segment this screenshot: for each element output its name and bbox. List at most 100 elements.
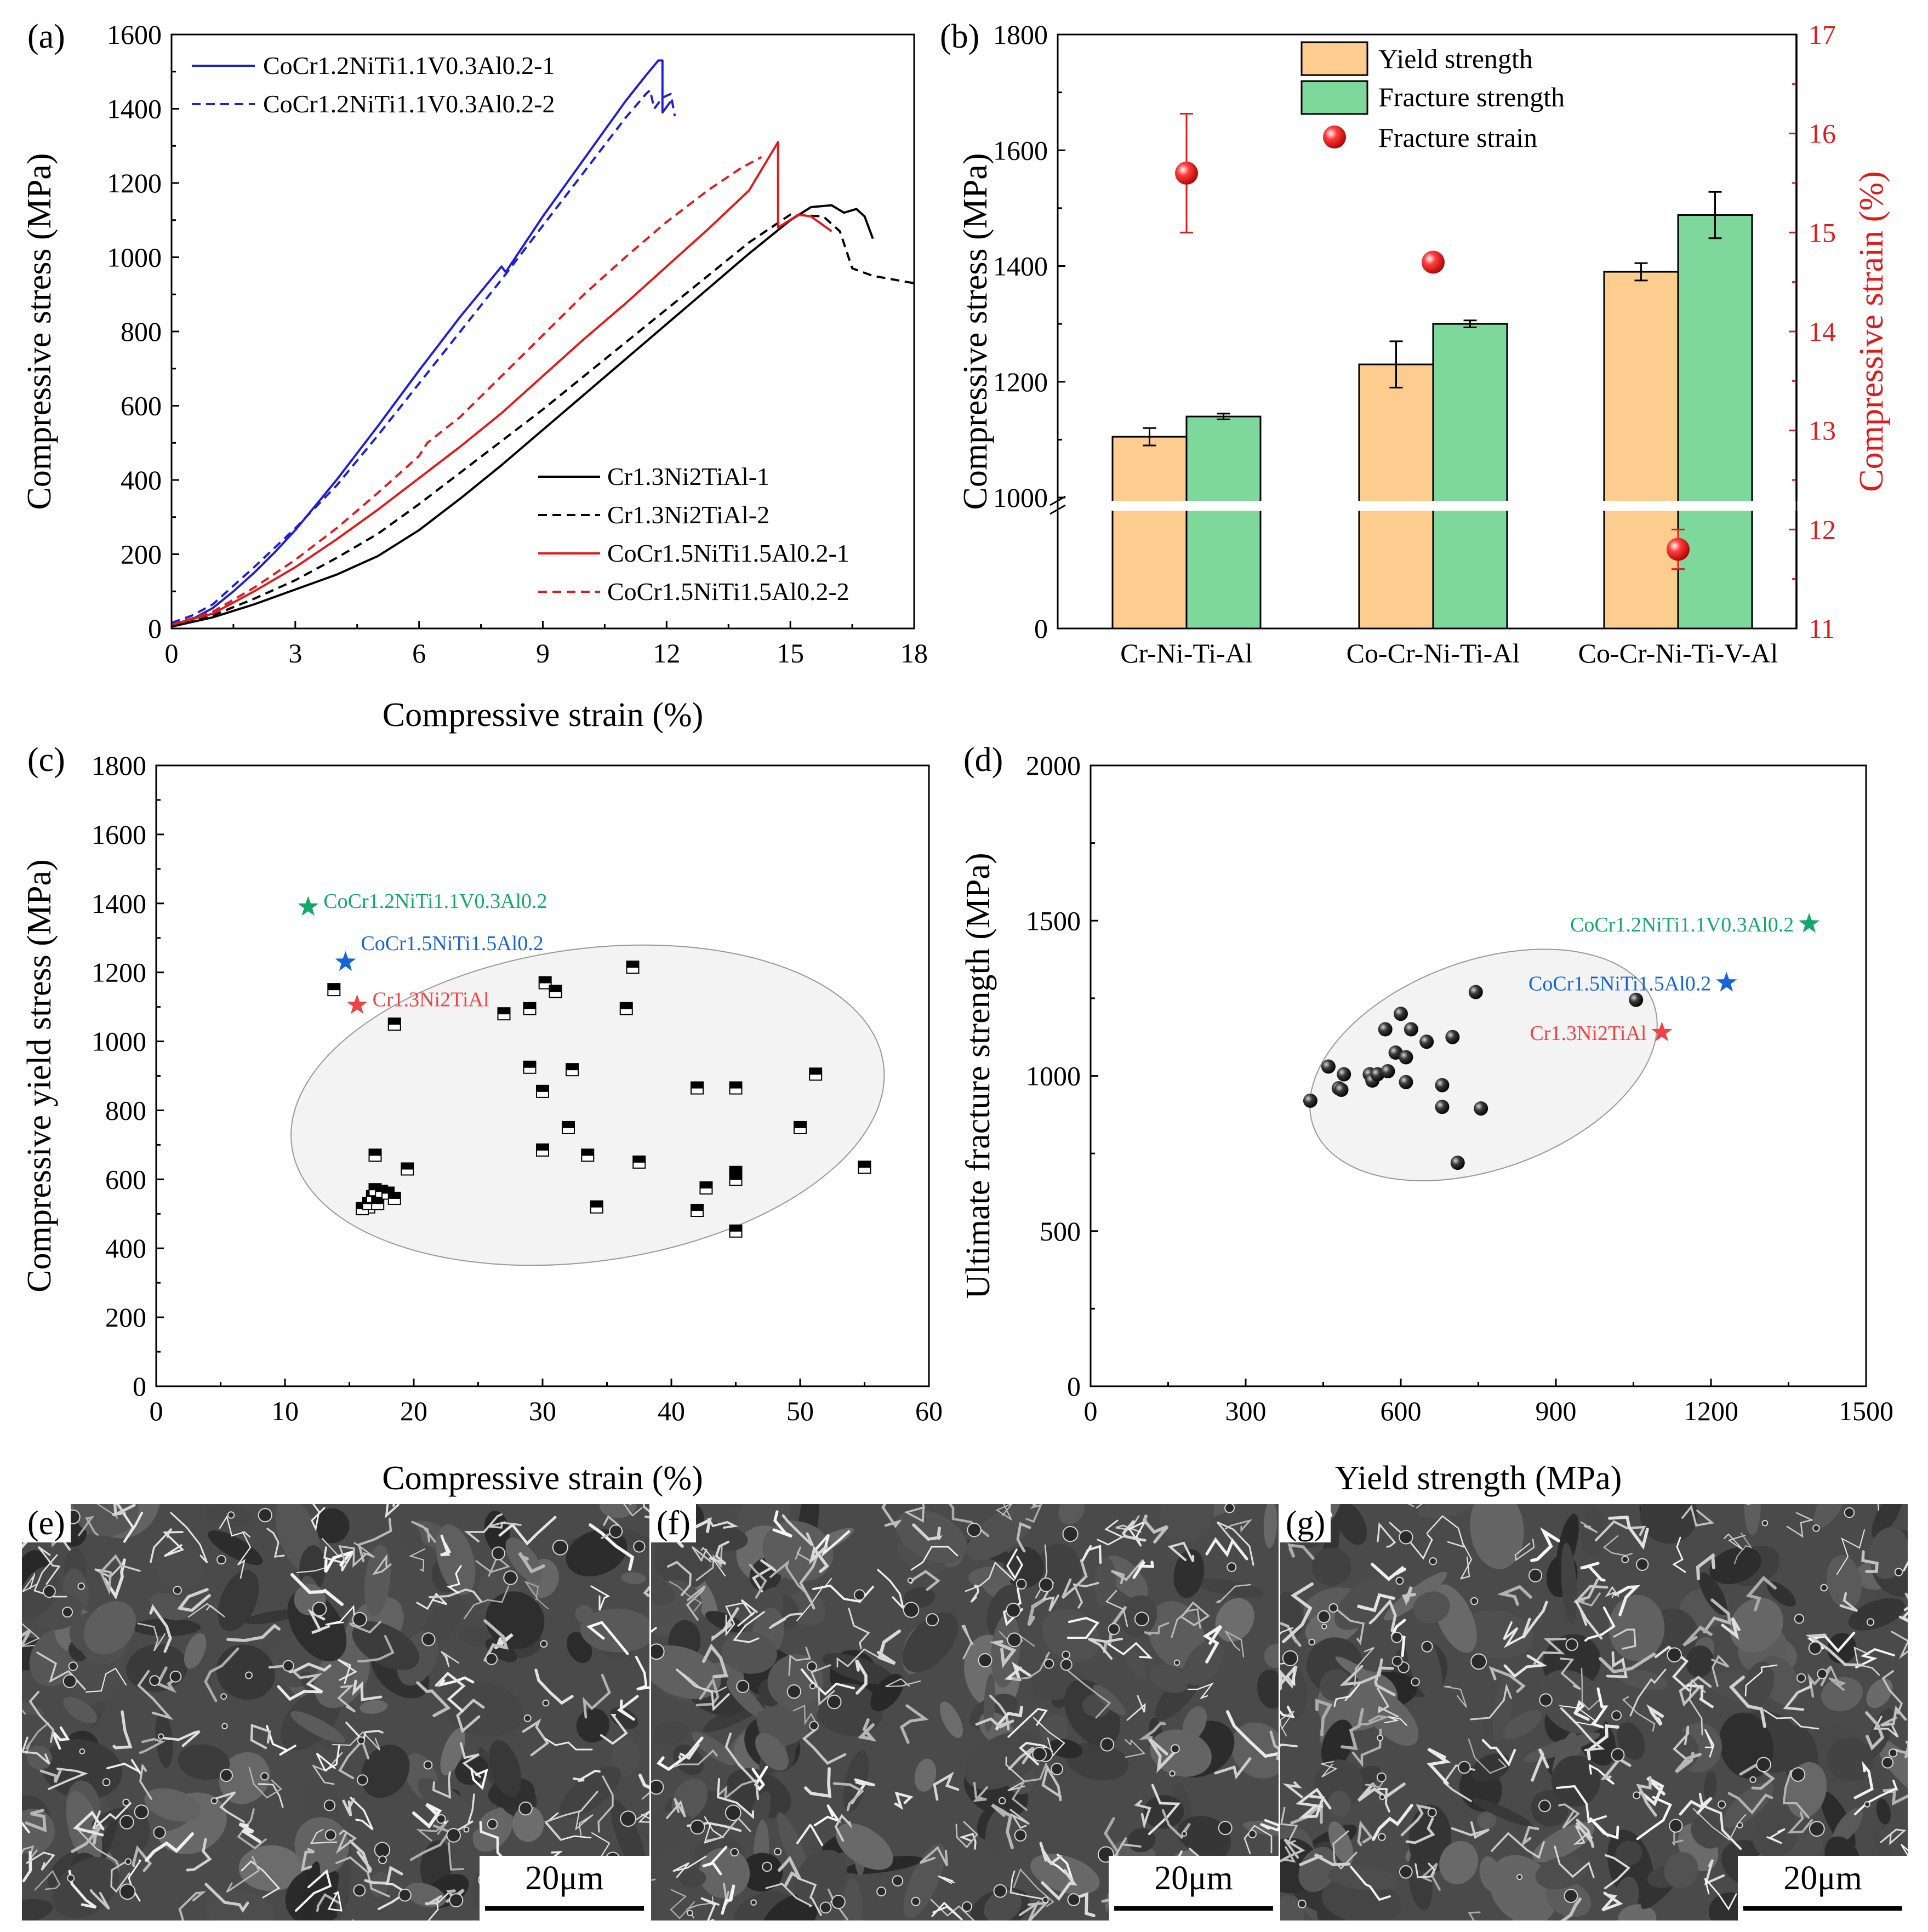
texture-ridge bbox=[1729, 1676, 1766, 1728]
texture-ridge bbox=[1315, 1698, 1333, 1736]
texture-dimple bbox=[158, 1733, 164, 1740]
y-tick-label: 800 bbox=[105, 1095, 146, 1125]
texture-ridge bbox=[488, 1521, 522, 1529]
texture-dimple bbox=[260, 1772, 269, 1781]
texture-ridge bbox=[103, 1558, 126, 1600]
texture-facet bbox=[1093, 1684, 1126, 1716]
texture-facet bbox=[472, 1808, 514, 1852]
texture-ridge bbox=[1299, 1853, 1351, 1866]
y-tick-label: 1800 bbox=[92, 750, 146, 781]
y-tick-label: 400 bbox=[105, 1233, 146, 1264]
y-axis-label: Ultimate fracture strength (MPa) bbox=[960, 853, 997, 1299]
y2-tick-label: 12 bbox=[1809, 514, 1836, 545]
texture-ridge bbox=[327, 1891, 343, 1912]
texture-dimple bbox=[449, 1893, 464, 1908]
texture-dimple bbox=[1411, 1677, 1420, 1687]
texture-ridge bbox=[1560, 1657, 1582, 1690]
texture-ridge bbox=[721, 1884, 735, 1915]
texture-dimple bbox=[357, 1736, 366, 1745]
texture-ridge bbox=[268, 1664, 323, 1686]
texture-ridge bbox=[1766, 1828, 1786, 1844]
texture-ridge bbox=[458, 1793, 475, 1831]
texture-facet bbox=[1094, 1557, 1116, 1607]
panel-label-b: (b) bbox=[934, 18, 985, 56]
texture-facet bbox=[1691, 1816, 1724, 1849]
texture-ridge bbox=[1214, 1757, 1252, 1780]
y-tick-label: 1600 bbox=[993, 135, 1048, 165]
texture-ridge bbox=[1009, 1870, 1045, 1900]
texture-ridge bbox=[930, 1899, 975, 1920]
texture-ridge bbox=[349, 1621, 381, 1634]
texture-dimple bbox=[633, 1540, 646, 1553]
texture-dimple bbox=[518, 1801, 533, 1816]
texture-ridge bbox=[385, 1504, 400, 1518]
legend-swatch-yield bbox=[1300, 41, 1368, 76]
texture-ridge bbox=[1148, 1784, 1181, 1836]
texture-ridge bbox=[26, 1851, 55, 1871]
legend-swatch-fracture bbox=[1300, 80, 1368, 115]
texture-facet bbox=[678, 1869, 706, 1888]
texture-dimple bbox=[1809, 1821, 1825, 1837]
data-point-fill bbox=[729, 1225, 742, 1232]
texture-facet bbox=[692, 1731, 737, 1765]
texture-ridge bbox=[733, 1611, 765, 1643]
texture-ridge bbox=[1122, 1520, 1146, 1542]
texture-ridge bbox=[1167, 1541, 1195, 1562]
texture-facet bbox=[842, 1878, 862, 1920]
data-point bbox=[1435, 1100, 1450, 1114]
texture-ridge bbox=[700, 1547, 726, 1577]
texture-facet bbox=[1744, 1504, 1761, 1535]
y-axis-label: Compressive stress (MPa) bbox=[957, 153, 994, 510]
highlight-label: CoCr1.2NiTi1.1V0.3Al0.2 bbox=[323, 890, 547, 913]
texture-dimple bbox=[1181, 1831, 1187, 1837]
texture-ridge bbox=[1280, 1711, 1294, 1736]
data-point bbox=[1303, 1093, 1317, 1108]
y-tick-label: 800 bbox=[121, 316, 162, 347]
fracture-texture-f bbox=[651, 1504, 1279, 1920]
texture-facet bbox=[1869, 1527, 1908, 1579]
texture-facet bbox=[1630, 1779, 1656, 1832]
data-point-fill bbox=[523, 1061, 536, 1068]
texture-facet bbox=[1124, 1647, 1146, 1678]
y2-tick-label: 13 bbox=[1809, 415, 1836, 446]
texture-ridge bbox=[33, 1554, 67, 1598]
x-axis-label: Compressive strain (%) bbox=[382, 1460, 703, 1497]
texture-facet bbox=[1177, 1816, 1229, 1853]
x-tick-label: 6 bbox=[412, 638, 426, 668]
texture-facet bbox=[721, 1631, 778, 1674]
texture-ridge bbox=[1674, 1752, 1702, 1774]
data-point bbox=[1474, 1101, 1488, 1116]
texture-ridge bbox=[1377, 1688, 1399, 1718]
texture-ridge bbox=[635, 1655, 649, 1691]
texture-ridge bbox=[1594, 1520, 1646, 1542]
texture-ridge bbox=[1782, 1770, 1810, 1819]
texture-ridge bbox=[1125, 1739, 1146, 1758]
texture-ridge bbox=[1679, 1797, 1713, 1816]
chart-d: 0 300 600 900 1200 1500 0 500 1000 1500 2000 Yield … bbox=[960, 750, 1893, 1497]
texture-dimple bbox=[1399, 1530, 1413, 1545]
texture-facet bbox=[84, 1601, 136, 1655]
texture-ridge bbox=[1881, 1670, 1903, 1714]
texture-ridge bbox=[425, 1895, 443, 1906]
y-tick-label: 0 bbox=[1034, 613, 1048, 644]
texture-ridge bbox=[92, 1802, 132, 1830]
texture-ridge bbox=[241, 1860, 281, 1899]
texture-ridge bbox=[970, 1585, 979, 1603]
texture-facet bbox=[1722, 1782, 1774, 1828]
texture-ridge bbox=[1108, 1642, 1153, 1659]
texture-facet bbox=[1320, 1669, 1351, 1701]
texture-facet bbox=[1730, 1598, 1783, 1653]
texture-dimple bbox=[1378, 1833, 1386, 1841]
texture-dimple bbox=[1062, 1526, 1079, 1542]
texture-dimple bbox=[169, 1670, 182, 1683]
texture-ridge bbox=[737, 1599, 758, 1627]
texture-ridge bbox=[1703, 1598, 1732, 1633]
texture-ridge bbox=[1554, 1845, 1595, 1878]
texture-facet bbox=[1042, 1609, 1100, 1662]
texture-ridge bbox=[1614, 1585, 1641, 1616]
texture-ridge bbox=[459, 1742, 482, 1779]
texture-ridge bbox=[266, 1725, 296, 1756]
texture-dimple bbox=[398, 1888, 412, 1902]
legend-label: Fracture strain bbox=[1378, 122, 1537, 153]
data-point-fill bbox=[498, 1008, 510, 1015]
